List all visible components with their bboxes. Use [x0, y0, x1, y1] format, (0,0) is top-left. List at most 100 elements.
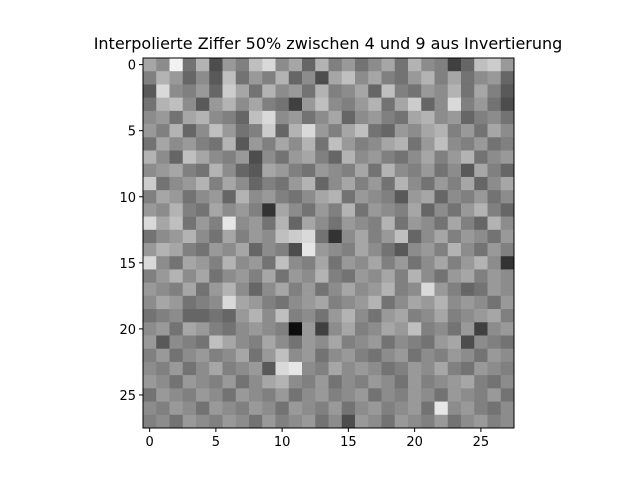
- heatmap-cell: [381, 176, 396, 191]
- heatmap-cell: [447, 97, 462, 112]
- heatmap-cell: [341, 229, 356, 244]
- heatmap-cell: [315, 282, 329, 297]
- heatmap-cell: [408, 110, 422, 125]
- heatmap-cell: [421, 243, 435, 257]
- heatmap-cell: [408, 309, 422, 323]
- heatmap-cell: [421, 282, 435, 297]
- heatmap-cell: [500, 58, 515, 72]
- heatmap-cell: [500, 243, 515, 257]
- y-tick-label: 10: [119, 191, 136, 206]
- heatmap-cell: [182, 58, 197, 72]
- heatmap-cell: [434, 216, 449, 231]
- heatmap-cell: [447, 269, 462, 283]
- heatmap-cell: [341, 124, 356, 138]
- heatmap-cell: [302, 97, 316, 112]
- heatmap-cell: [302, 203, 316, 217]
- heatmap-cell: [368, 388, 382, 402]
- heatmap-cell: [474, 388, 488, 402]
- heatmap-cell: [328, 190, 343, 204]
- heatmap-cell: [381, 84, 396, 98]
- heatmap-cell: [355, 124, 369, 138]
- heatmap-cell: [394, 361, 409, 376]
- heatmap-cell: [368, 256, 382, 270]
- heatmap-cell: [500, 361, 515, 376]
- heatmap-cell: [368, 124, 382, 138]
- heatmap-cell: [408, 269, 422, 283]
- heatmap-cell: [209, 137, 223, 151]
- heatmap-cell: [315, 322, 329, 336]
- heatmap-cell: [275, 361, 290, 376]
- heatmap-cell: [328, 335, 343, 350]
- heatmap-cell: [394, 150, 409, 165]
- heatmap-cell: [447, 322, 462, 336]
- heatmap-cell: [222, 309, 237, 323]
- heatmap-cell: [461, 348, 475, 363]
- heatmap-cell: [474, 84, 488, 98]
- heatmap-cell: [249, 269, 263, 283]
- heatmap-cell: [461, 295, 475, 310]
- heatmap-cell: [434, 335, 449, 350]
- heatmap-cell: [394, 71, 409, 85]
- heatmap-cell: [169, 243, 184, 257]
- heatmap-cell: [249, 58, 263, 72]
- heatmap-cell: [169, 414, 184, 429]
- heatmap-cell: [355, 97, 369, 112]
- heatmap-cell: [447, 137, 462, 151]
- heatmap-cell: [381, 216, 396, 231]
- heatmap-cell: [249, 84, 263, 98]
- heatmap-cell: [262, 295, 276, 310]
- heatmap-cell: [235, 361, 250, 376]
- heatmap-cell: [156, 110, 170, 125]
- heatmap-cell: [143, 110, 157, 125]
- heatmap-cell: [408, 71, 422, 85]
- heatmap-cell: [434, 295, 449, 310]
- heatmap-cell: [408, 97, 422, 112]
- heatmap-cell: [421, 361, 435, 376]
- heatmap-cell: [487, 190, 502, 204]
- heatmap-cell: [209, 229, 223, 244]
- heatmap-cell: [328, 269, 343, 283]
- heatmap-cell: [196, 269, 210, 283]
- heatmap-cell: [262, 203, 276, 217]
- heatmap-cell: [500, 401, 515, 416]
- heatmap-cell: [222, 269, 237, 283]
- heatmap-cell: [315, 58, 329, 72]
- heatmap-cell: [143, 361, 157, 376]
- heatmap-cell: [421, 137, 435, 151]
- heatmap-cell: [262, 282, 276, 297]
- heatmap-cell: [182, 401, 197, 416]
- heatmap-cell: [355, 150, 369, 165]
- heatmap-cell: [381, 282, 396, 297]
- heatmap-cell: [169, 348, 184, 363]
- heatmap-cell: [341, 335, 356, 350]
- heatmap-cell: [328, 176, 343, 191]
- heatmap-cell: [196, 110, 210, 125]
- heatmap-cell: [408, 216, 422, 231]
- heatmap-cell: [143, 282, 157, 297]
- heatmap-cell: [368, 229, 382, 244]
- heatmap-cell: [447, 243, 462, 257]
- heatmap-cell: [182, 190, 197, 204]
- heatmap-cell: [461, 137, 475, 151]
- heatmap-cell: [447, 414, 462, 429]
- heatmap-cell: [408, 335, 422, 350]
- heatmap-cell: [381, 137, 396, 151]
- heatmap-cell: [487, 361, 502, 376]
- heatmap-cell: [275, 97, 290, 112]
- heatmap-cell: [381, 190, 396, 204]
- heatmap-cell: [249, 309, 263, 323]
- heatmap-cell: [328, 256, 343, 270]
- heatmap-cell: [447, 110, 462, 125]
- heatmap-cell: [235, 348, 250, 363]
- heatmap-cell: [315, 335, 329, 350]
- heatmap-cell: [196, 388, 210, 402]
- heatmap-cell: [143, 322, 157, 336]
- heatmap-cell: [143, 150, 157, 165]
- heatmap-cell: [500, 216, 515, 231]
- heatmap-cell: [275, 124, 290, 138]
- heatmap-cell: [235, 124, 250, 138]
- heatmap-cell: [500, 84, 515, 98]
- heatmap-cell: [474, 97, 488, 112]
- heatmap-cell: [447, 335, 462, 350]
- heatmap-cell: [394, 348, 409, 363]
